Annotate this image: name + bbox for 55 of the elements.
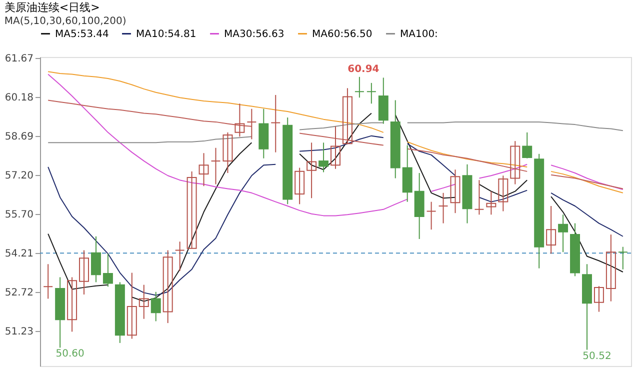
candlestick [426,201,436,230]
chart-subtitle: MA(5,10,30,60,100,200) [4,16,126,27]
y-tick-label: 60.18 [4,92,34,104]
candlestick [618,246,628,270]
candlestick [90,236,101,283]
candlestick [174,241,185,272]
candlestick [546,206,556,254]
candlestick [102,253,113,288]
candlestick [186,170,197,249]
y-tick-label: 61.67 [4,53,34,64]
candlestick [210,147,221,185]
candlestick [198,152,209,187]
candlestick [234,103,245,138]
candlestick [342,88,352,144]
candlestick [67,276,78,332]
candlestick [606,234,616,302]
candlestick [270,94,281,153]
candlestick [510,140,520,185]
y-tick-label: 52.72 [4,288,34,299]
annotation: 50.60 [56,348,84,360]
y-tick-label: 58.69 [4,131,34,142]
y-tick-label: 51.23 [4,326,34,338]
candlestick [150,291,161,322]
candlestick [438,192,448,224]
candlestick [306,142,317,199]
candlestick [330,126,340,170]
candlestick [79,250,89,296]
candlestick [222,132,233,174]
candlestick [43,264,54,300]
legend-label: MA30:56.63 [224,28,284,40]
candlestick [594,286,604,312]
candlestick [486,190,496,216]
annotation: 50.52 [582,350,612,362]
candlestick [318,142,329,173]
candlestick [366,82,376,104]
candlestick [162,250,173,324]
legend-label: MA5:53.44 [55,28,109,40]
y-tick-label: 55.70 [4,210,34,221]
candlestick [138,284,149,320]
y-tick-label: 54.21 [4,248,34,260]
candlestick [354,76,364,98]
candlestick [126,272,137,340]
y-tick-label: 57.20 [4,170,34,182]
candlestick [450,169,460,214]
candlestick [558,214,568,253]
legend-label: MA10:54.81 [136,28,196,40]
annotation: 60.94 [348,64,380,75]
candlestick [246,108,257,140]
candlestick [498,175,508,212]
candlestick [294,167,305,205]
chart-title: 美原油连续<日线> [4,1,100,14]
legend-label: MA100: [400,28,438,40]
candlestick [474,180,484,216]
candlestick [522,132,532,159]
legend-label: MA60:56.50 [312,28,372,40]
